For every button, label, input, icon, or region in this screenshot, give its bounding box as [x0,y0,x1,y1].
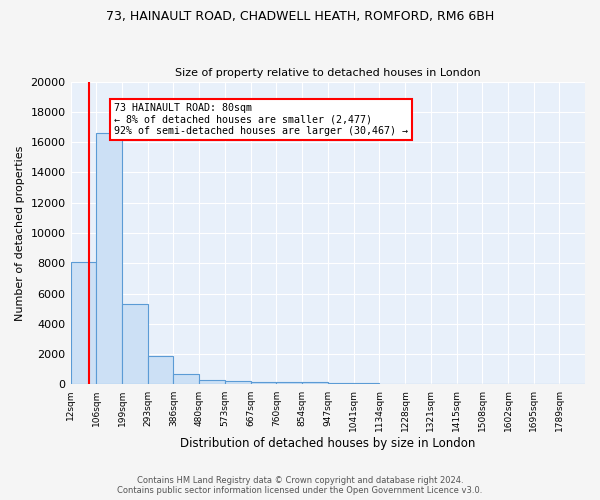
Bar [148,356,173,384]
Title: Size of property relative to detached houses in London: Size of property relative to detached ho… [175,68,481,78]
Bar [225,382,251,384]
Text: 73, HAINAULT ROAD, CHADWELL HEATH, ROMFORD, RM6 6BH: 73, HAINAULT ROAD, CHADWELL HEATH, ROMFO… [106,10,494,23]
X-axis label: Distribution of detached houses by size in London: Distribution of detached houses by size … [180,437,475,450]
Y-axis label: Number of detached properties: Number of detached properties [15,146,25,320]
Text: 73 HAINAULT ROAD: 80sqm
← 8% of detached houses are smaller (2,477)
92% of semi-: 73 HAINAULT ROAD: 80sqm ← 8% of detached… [114,103,408,136]
Bar [302,382,328,384]
Bar [71,262,97,384]
Text: Contains HM Land Registry data © Crown copyright and database right 2024.
Contai: Contains HM Land Registry data © Crown c… [118,476,482,495]
Bar [122,304,148,384]
Bar [328,383,353,384]
Bar [97,133,122,384]
Bar [199,380,225,384]
Bar [251,382,277,384]
Bar [353,383,379,384]
Bar [173,374,199,384]
Bar [277,382,302,384]
